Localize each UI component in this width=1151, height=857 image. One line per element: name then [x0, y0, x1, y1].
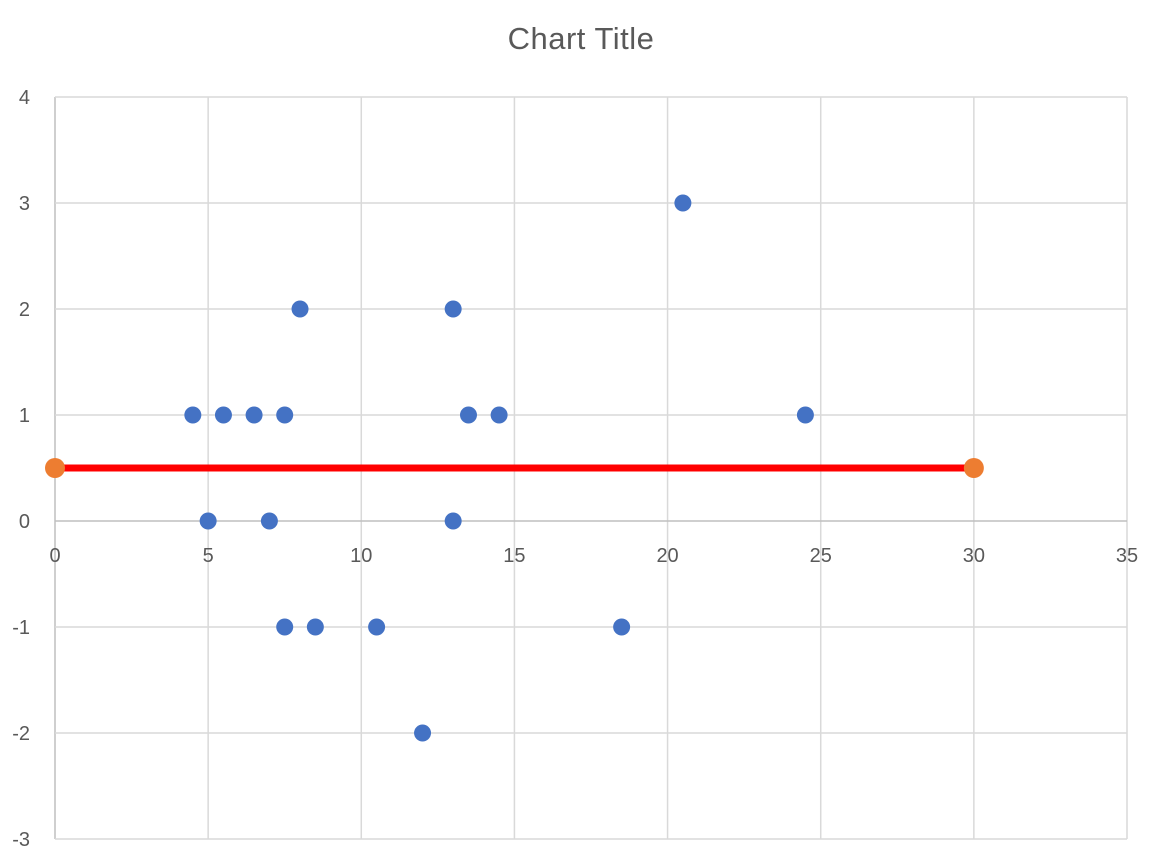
- y-tick-label: 0: [19, 511, 30, 533]
- scatter-points-point[interactable]: [306, 618, 324, 636]
- y-tick-label: -3: [12, 829, 30, 851]
- scatter-points-point[interactable]: [459, 406, 477, 424]
- x-tick-label: 5: [203, 545, 214, 567]
- scatter-points-point[interactable]: [199, 512, 217, 530]
- scatter-points-point[interactable]: [260, 512, 278, 530]
- scatter-points-point[interactable]: [291, 300, 309, 318]
- scatter-points-point[interactable]: [368, 618, 386, 636]
- scatter-points-point[interactable]: [796, 406, 814, 424]
- scatter-points-point[interactable]: [276, 406, 294, 424]
- y-tick-label: 1: [19, 405, 30, 427]
- x-tick-label: 10: [350, 545, 372, 567]
- x-tick-label: 35: [1116, 545, 1138, 567]
- scatter-points-point[interactable]: [613, 618, 631, 636]
- scatter-points-point[interactable]: [214, 406, 232, 424]
- scatter-points-point[interactable]: [444, 512, 462, 530]
- scatter-points-point[interactable]: [184, 406, 202, 424]
- y-tick-label: -1: [12, 617, 30, 639]
- y-tick-label: 4: [19, 87, 30, 109]
- y-tick-label: 3: [19, 193, 30, 215]
- y-tick-label: 2: [19, 299, 30, 321]
- scatter-points-point[interactable]: [414, 724, 432, 742]
- scatter-points-point[interactable]: [490, 406, 508, 424]
- x-tick-label: 0: [49, 545, 60, 567]
- scatter-points-point[interactable]: [444, 300, 462, 318]
- scatter-points-point[interactable]: [276, 618, 294, 636]
- chart-title[interactable]: Chart Title: [508, 21, 655, 56]
- x-tick-label: 30: [963, 545, 985, 567]
- scatter-points-point[interactable]: [674, 194, 692, 212]
- y-tick-label: -2: [12, 723, 30, 745]
- x-tick-label: 20: [656, 545, 678, 567]
- x-tick-label: 25: [810, 545, 832, 567]
- x-tick-label: 15: [503, 545, 525, 567]
- scatter-points-point[interactable]: [245, 406, 263, 424]
- mean-line-point[interactable]: [963, 458, 984, 478]
- mean-line-point[interactable]: [45, 458, 65, 478]
